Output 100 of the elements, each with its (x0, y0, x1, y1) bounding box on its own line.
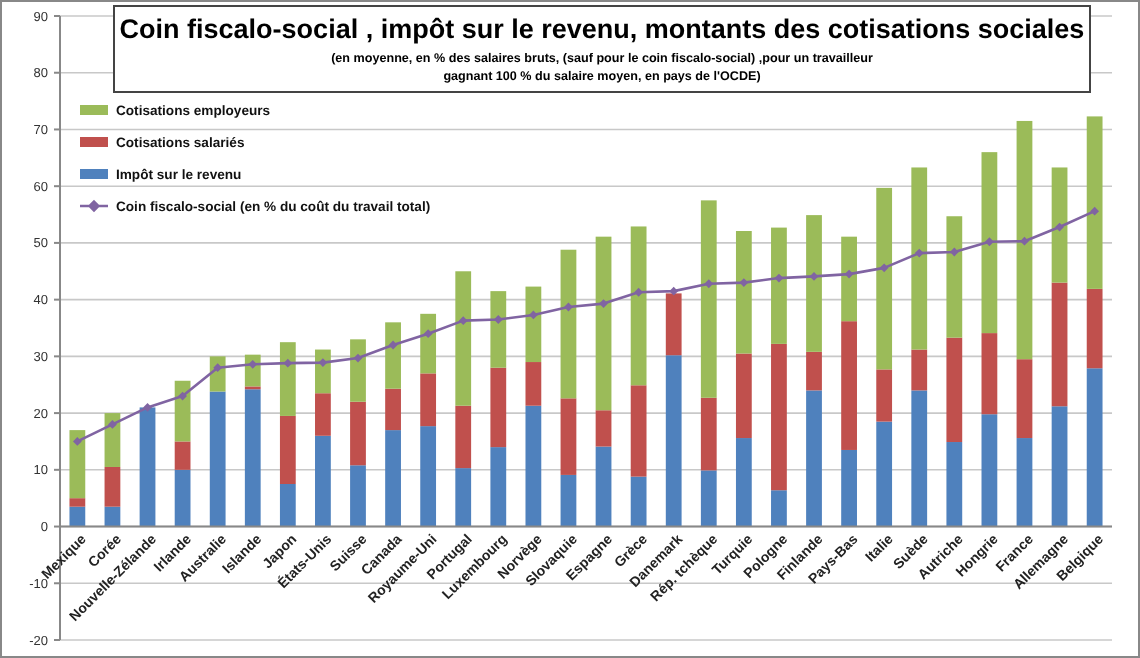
point (423, 329, 433, 339)
bar (525, 405, 542, 527)
bar (385, 322, 401, 389)
bar (665, 293, 682, 356)
bar (595, 236, 612, 411)
bar (455, 271, 472, 406)
point (72, 437, 82, 446)
bar (946, 216, 963, 338)
bar (385, 388, 401, 431)
bar (700, 200, 717, 398)
bar (420, 313, 437, 374)
bar (595, 446, 612, 527)
point (879, 263, 889, 273)
bar (69, 506, 86, 527)
bar (841, 321, 857, 450)
bar (385, 430, 401, 527)
bar (946, 337, 963, 443)
bar (315, 393, 331, 436)
bar (420, 373, 437, 427)
bar (139, 407, 156, 527)
bar (630, 226, 647, 386)
bar (174, 380, 191, 442)
bar (104, 506, 121, 527)
bar (876, 421, 893, 527)
bar (630, 385, 647, 477)
bar (595, 410, 612, 447)
bar (735, 353, 752, 439)
bar (1051, 167, 1068, 283)
bar (700, 397, 717, 471)
bar (209, 391, 226, 527)
bar (1016, 120, 1033, 360)
bar (771, 490, 787, 527)
bar (560, 249, 577, 399)
point (599, 299, 608, 309)
bar (911, 349, 928, 391)
bar (876, 187, 893, 370)
bar (490, 291, 507, 368)
bar (455, 468, 472, 527)
bar (771, 343, 787, 491)
point (353, 353, 363, 363)
bar (350, 401, 366, 466)
bar (420, 426, 437, 527)
bar (1086, 116, 1103, 289)
bar (279, 342, 296, 416)
bar (104, 413, 121, 467)
bar (911, 390, 928, 527)
chart-title: Coin fiscalo-social , impôt sur le revenu, montants des cotisations sociales (119, 14, 1085, 44)
bar (981, 333, 998, 415)
bar (315, 435, 331, 527)
point (739, 278, 749, 288)
bar (525, 286, 542, 363)
bar (806, 351, 822, 391)
bar (1016, 359, 1033, 439)
bar (350, 339, 366, 402)
point (143, 403, 152, 412)
bar (490, 367, 507, 448)
point (528, 310, 538, 320)
bar (665, 355, 682, 527)
bar (806, 215, 822, 352)
bar (104, 466, 121, 507)
bar (69, 430, 86, 499)
point (914, 248, 924, 258)
bar (174, 469, 191, 527)
point (809, 271, 819, 281)
bar (735, 438, 752, 527)
bar (350, 465, 366, 527)
point (458, 316, 468, 326)
bar (279, 415, 296, 484)
point (493, 315, 503, 324)
bar (1086, 368, 1103, 527)
point (1020, 236, 1029, 246)
bar (69, 498, 86, 507)
bar (1051, 406, 1068, 527)
bar (771, 227, 787, 344)
bar (911, 167, 928, 350)
bar (806, 390, 822, 527)
bar (174, 441, 191, 470)
bar (244, 389, 261, 527)
point (985, 237, 994, 247)
bar (560, 474, 577, 527)
bar (981, 414, 998, 527)
point (213, 363, 223, 373)
point (178, 391, 187, 401)
bar (946, 442, 963, 527)
bar (630, 476, 647, 527)
bar (525, 362, 542, 406)
point (388, 340, 398, 350)
point (1090, 206, 1100, 216)
point (108, 420, 117, 429)
point (318, 358, 328, 367)
point (669, 286, 679, 296)
bar (560, 398, 577, 475)
bar (981, 152, 998, 334)
bar (490, 447, 507, 527)
bar (1051, 282, 1068, 407)
bar (700, 470, 717, 527)
bar (1016, 438, 1033, 527)
bar (876, 369, 893, 422)
bar (735, 231, 752, 354)
bar (841, 236, 857, 322)
